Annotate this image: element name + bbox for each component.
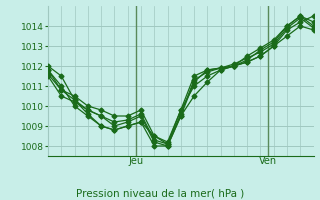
Text: Jeu: Jeu: [128, 156, 143, 166]
Text: Ven: Ven: [260, 156, 277, 166]
Text: Pression niveau de la mer( hPa ): Pression niveau de la mer( hPa ): [76, 188, 244, 198]
